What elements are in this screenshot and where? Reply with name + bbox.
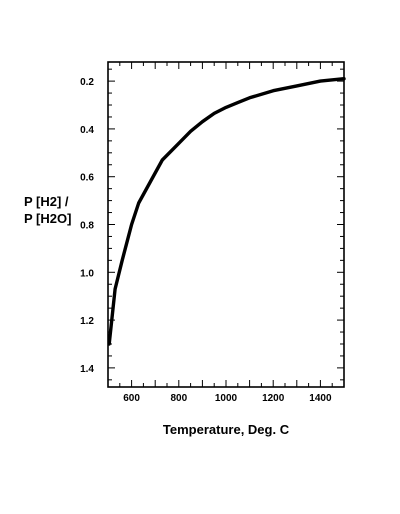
x-tick-label: 600 — [123, 393, 140, 404]
x-tick-label: 800 — [170, 393, 187, 404]
x-tick-label: 1000 — [215, 393, 238, 404]
x-axis-ticks: 600 800 1000 1200 1400 — [107, 62, 345, 404]
x-axis-title: Temperature, Deg. C — [163, 422, 290, 437]
y-tick-label: 0.4 — [80, 125, 94, 136]
plot-frame — [107, 61, 345, 388]
y-tick-label: 1.2 — [80, 316, 94, 327]
series-line — [107, 77, 346, 346]
y-tick-label: 1.0 — [80, 268, 94, 279]
x-tick-label: 1200 — [262, 393, 285, 404]
x-tick-label: 1400 — [309, 393, 332, 404]
y-axis-title-line-1: P [H2] / — [24, 194, 69, 209]
y-tick-label: 1.4 — [80, 364, 94, 375]
y-tick-label: 0.2 — [80, 77, 94, 88]
y-axis-ticks: 0.2 0.4 0.6 0.8 1.0 1.2 1.4 — [80, 68, 344, 381]
y-tick-label: 0.8 — [80, 221, 94, 232]
y-tick-label: 0.6 — [80, 173, 94, 184]
y-axis-title-line-2: P [H2O] — [24, 211, 71, 226]
